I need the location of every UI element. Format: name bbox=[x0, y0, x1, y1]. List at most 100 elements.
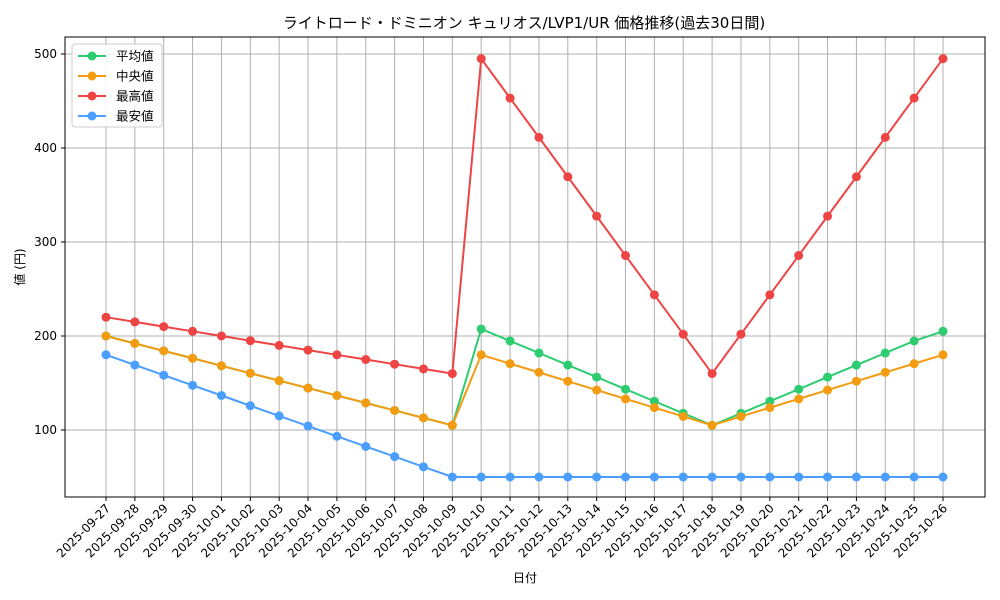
data-point bbox=[592, 372, 602, 382]
data-point bbox=[592, 472, 602, 482]
data-point bbox=[274, 376, 284, 386]
legend-box bbox=[71, 43, 163, 128]
data-point bbox=[736, 411, 746, 421]
data-point bbox=[274, 340, 284, 350]
data-point bbox=[303, 345, 313, 355]
legend-marker-icon bbox=[87, 71, 97, 81]
data-point bbox=[390, 405, 400, 415]
data-point bbox=[130, 317, 140, 327]
data-point bbox=[938, 54, 948, 64]
data-point bbox=[245, 401, 255, 411]
series-平均値 bbox=[101, 324, 948, 430]
data-point bbox=[159, 346, 169, 356]
data-point bbox=[736, 329, 746, 339]
legend-label: 中央値 bbox=[116, 69, 154, 84]
data-point bbox=[707, 472, 717, 482]
data-point bbox=[909, 359, 919, 369]
data-point bbox=[361, 441, 371, 451]
legend-marker-icon bbox=[87, 111, 97, 121]
data-point bbox=[303, 383, 313, 393]
data-point bbox=[447, 369, 457, 379]
data-point bbox=[245, 336, 255, 346]
y-tick-label: 400 bbox=[34, 141, 57, 155]
data-point bbox=[447, 420, 457, 430]
series-最高値 bbox=[101, 54, 948, 379]
y-axis-label: 値 (円) bbox=[12, 248, 27, 285]
data-point bbox=[534, 132, 544, 142]
data-point bbox=[563, 172, 573, 182]
data-point bbox=[159, 370, 169, 380]
data-point bbox=[880, 132, 890, 142]
data-point bbox=[476, 472, 486, 482]
data-point bbox=[938, 350, 948, 360]
data-point bbox=[476, 350, 486, 360]
data-point bbox=[332, 350, 342, 360]
data-point bbox=[130, 360, 140, 370]
data-point bbox=[938, 326, 948, 336]
data-point bbox=[361, 398, 371, 408]
data-point bbox=[188, 326, 198, 336]
chart-title: ライトロード・ドミニオン キュリオス/LVP1/UR 価格推移(過去30日間) bbox=[283, 14, 765, 32]
data-point bbox=[505, 472, 515, 482]
data-point bbox=[332, 391, 342, 401]
data-point bbox=[621, 472, 631, 482]
data-point bbox=[476, 54, 486, 64]
data-point bbox=[909, 93, 919, 103]
data-point bbox=[505, 93, 515, 103]
data-point bbox=[592, 385, 602, 395]
data-point bbox=[188, 353, 198, 363]
data-point bbox=[101, 331, 111, 341]
series-line bbox=[105, 353, 943, 478]
data-point bbox=[563, 376, 573, 386]
plot-frame bbox=[64, 36, 986, 498]
data-point bbox=[851, 472, 861, 482]
data-point bbox=[765, 472, 775, 482]
data-point bbox=[794, 472, 804, 482]
data-point bbox=[390, 452, 400, 462]
data-point bbox=[649, 472, 659, 482]
data-point bbox=[880, 472, 890, 482]
data-point bbox=[534, 472, 544, 482]
data-point bbox=[909, 472, 919, 482]
data-point bbox=[216, 361, 226, 371]
data-point bbox=[274, 411, 284, 421]
y-tick-label: 500 bbox=[34, 47, 57, 61]
data-point bbox=[649, 403, 659, 413]
data-point bbox=[447, 472, 457, 482]
data-point bbox=[851, 376, 861, 386]
data-point bbox=[765, 403, 775, 413]
data-point bbox=[909, 336, 919, 346]
data-point bbox=[303, 421, 313, 431]
data-point bbox=[418, 413, 428, 423]
data-point bbox=[765, 290, 775, 300]
series-line bbox=[105, 327, 944, 427]
data-point bbox=[649, 396, 659, 406]
data-point bbox=[823, 211, 833, 221]
data-point bbox=[534, 367, 544, 377]
grid-lines bbox=[65, 37, 985, 497]
data-point bbox=[159, 322, 169, 332]
data-point bbox=[678, 472, 688, 482]
data-point bbox=[823, 372, 833, 382]
data-point bbox=[563, 360, 573, 370]
series-line bbox=[105, 55, 944, 376]
data-point bbox=[621, 384, 631, 394]
data-point bbox=[592, 211, 602, 221]
data-point bbox=[851, 172, 861, 182]
y-tick-label: 200 bbox=[34, 329, 57, 343]
data-point bbox=[101, 312, 111, 322]
data-point bbox=[563, 472, 573, 482]
data-point bbox=[678, 411, 688, 421]
data-point bbox=[188, 380, 198, 390]
data-point bbox=[938, 472, 948, 482]
legend-label: 平均値 bbox=[116, 49, 154, 64]
data-point bbox=[332, 431, 342, 441]
data-point bbox=[678, 329, 688, 339]
data-point bbox=[794, 394, 804, 404]
x-axis-label: 日付 bbox=[513, 571, 537, 585]
series-line bbox=[105, 335, 944, 427]
data-point bbox=[621, 394, 631, 404]
series-最安値 bbox=[101, 350, 948, 482]
